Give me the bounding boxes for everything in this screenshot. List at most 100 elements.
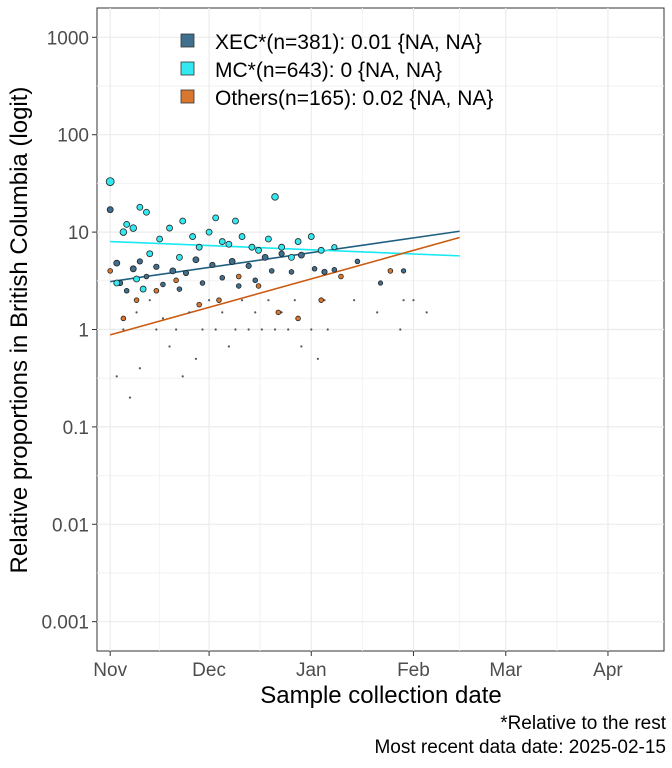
small-data-point (168, 345, 171, 348)
small-data-point (135, 311, 138, 314)
small-data-point (188, 311, 191, 314)
y-tick-label: 0.001 (41, 613, 89, 634)
data-point (228, 258, 236, 265)
data-point (189, 233, 196, 240)
x-axis-title: Sample collection date (260, 682, 501, 709)
data-point (133, 297, 140, 303)
data-point (182, 269, 190, 277)
data-point (261, 253, 269, 261)
small-data-point (155, 328, 158, 331)
small-data-point (175, 328, 178, 331)
legend-label: MC*(n=643): 0 {NA, NA} (215, 59, 442, 82)
legend-label: XEC*(n=381): 0.01 {NA, NA} (215, 31, 482, 54)
small-data-point (310, 328, 313, 331)
data-point (294, 238, 302, 245)
data-point (321, 268, 328, 276)
small-data-point (240, 299, 244, 302)
data-point (156, 235, 164, 243)
data-point (311, 266, 318, 272)
data-point (331, 267, 338, 273)
data-point (129, 265, 137, 273)
small-data-point (293, 299, 296, 302)
data-point (212, 214, 220, 222)
caption-note: *Relative to the rest (500, 713, 666, 734)
small-data-point (247, 328, 250, 331)
small-data-point (227, 345, 230, 348)
small-data-point (273, 328, 277, 331)
small-data-point (287, 328, 290, 331)
small-data-point (214, 328, 217, 331)
data-point (265, 235, 272, 243)
data-point (278, 243, 286, 251)
small-data-point (425, 311, 428, 314)
y-tick-label: 0.1 (63, 418, 89, 439)
data-point (146, 250, 154, 258)
data-point (331, 244, 338, 251)
data-point (225, 240, 233, 248)
small-data-point (353, 299, 356, 302)
data-point (143, 208, 150, 216)
y-axis-title: Relative proportions in British Columbia… (6, 87, 33, 574)
data-point (143, 273, 150, 280)
small-data-point (326, 328, 329, 331)
data-point (166, 224, 173, 232)
data-point (271, 193, 279, 201)
small-data-point (207, 299, 211, 302)
legend-swatch (180, 33, 195, 48)
data-point (192, 256, 200, 264)
y-tick-label: 1 (78, 321, 89, 342)
legend-label: Others(n=165): 0.02 {NA, NA} (215, 87, 493, 110)
small-data-point (181, 375, 184, 378)
chart: Nov Dec Jan Feb Mar Apr 0.001 0.01 0.1 1 10 100 100… (6, 7, 665, 709)
small-data-point (323, 299, 326, 302)
data-point (139, 285, 147, 293)
x-tick-label: Apr (593, 660, 623, 681)
data-point (297, 251, 305, 259)
trend-line (110, 230, 460, 283)
data-point (354, 258, 361, 265)
small-data-point (316, 357, 319, 360)
data-point (255, 246, 262, 254)
x-tick-label: Feb (397, 660, 430, 681)
data-point (199, 280, 206, 286)
data-point (216, 297, 222, 303)
x-tick-label: Mar (489, 660, 522, 681)
data-point (248, 243, 256, 251)
data-point (400, 268, 407, 274)
data-point (195, 243, 203, 251)
x-tick-label: Dec (192, 660, 226, 681)
legend-swatch (180, 61, 195, 76)
data-point (136, 203, 144, 211)
data-points (105, 177, 428, 399)
legend: XEC*(n=381): 0.01 {NA, NA} MC*(n=643): 0 … (180, 31, 493, 110)
data-point (173, 277, 179, 284)
data-point (209, 261, 216, 269)
data-point (113, 279, 121, 287)
data-point (105, 177, 115, 186)
small-data-point (148, 299, 151, 302)
data-point (307, 233, 315, 240)
small-data-point (115, 375, 118, 378)
data-point (235, 273, 242, 280)
x-tick-label: Nov (93, 660, 127, 681)
data-point (129, 224, 137, 232)
data-point (387, 268, 394, 274)
data-point (176, 253, 183, 261)
small-data-point (122, 328, 125, 331)
data-point (133, 275, 140, 283)
data-point (268, 268, 275, 274)
small-data-point (267, 299, 270, 302)
x-axis: Nov Dec Jan Feb Mar Apr (93, 651, 623, 681)
y-tick-label: 1000 (47, 28, 89, 49)
grid (97, 8, 664, 651)
data-point (338, 273, 344, 280)
data-point (113, 259, 121, 267)
small-data-point (412, 299, 415, 302)
data-point (245, 262, 252, 269)
data-point (120, 315, 127, 322)
data-point (107, 268, 113, 274)
caption-recent-date: Most recent data date: 2025-02-15 (374, 737, 666, 758)
y-tick-label: 10 (68, 223, 89, 244)
small-data-point (194, 357, 197, 360)
small-data-point (376, 311, 379, 314)
